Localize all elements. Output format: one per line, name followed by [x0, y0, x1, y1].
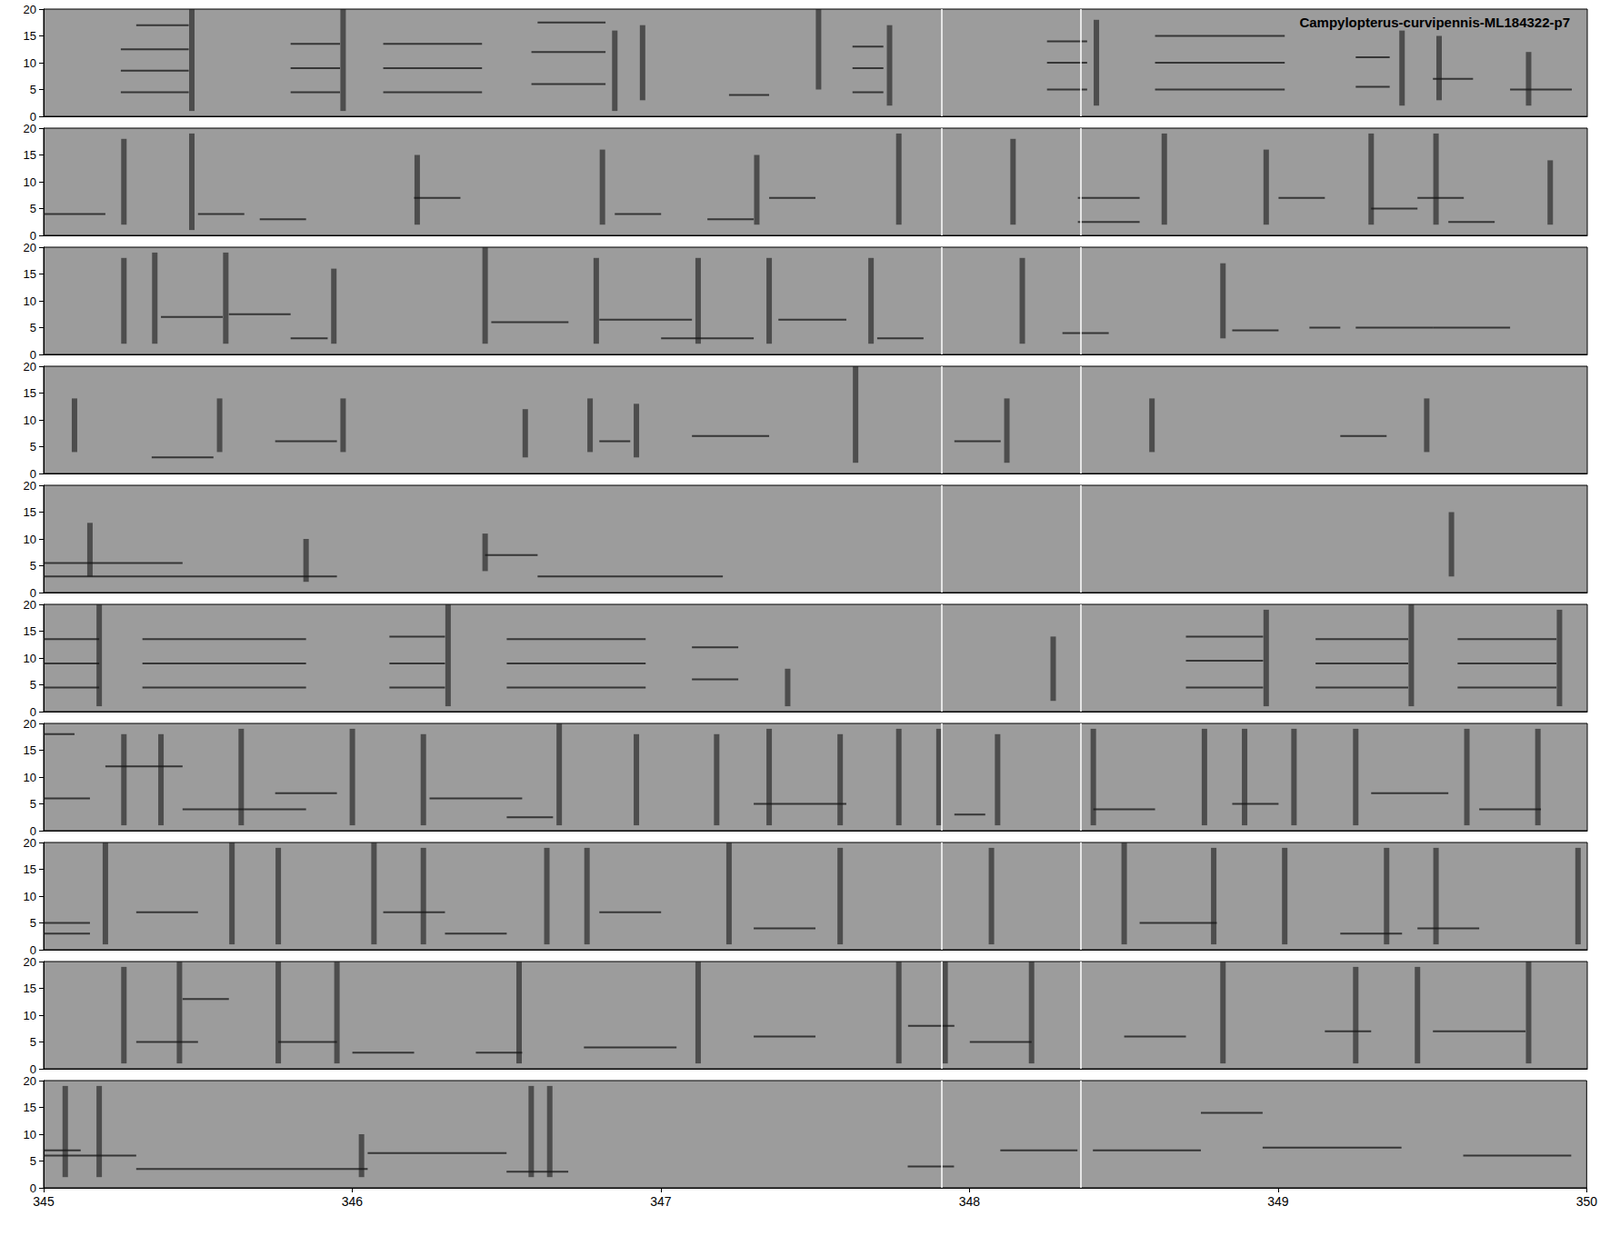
svg-text:0: 0 — [29, 1062, 37, 1076]
svg-text:10: 10 — [23, 1009, 37, 1023]
svg-text:5: 5 — [30, 440, 37, 454]
svg-text:0: 0 — [30, 1181, 37, 1196]
svg-text:5: 5 — [30, 916, 37, 930]
svg-text:15: 15 — [23, 505, 37, 520]
svg-text:0: 0 — [29, 466, 37, 481]
svg-text:Campylopterus-curvipennis-ML18: Campylopterus-curvipennis-ML184322-p7 — [1299, 14, 1570, 30]
svg-text:0: 0 — [29, 347, 37, 362]
svg-text:5: 5 — [30, 320, 37, 335]
svg-text:10: 10 — [23, 651, 37, 666]
svg-text:5: 5 — [30, 559, 37, 573]
svg-text:15: 15 — [23, 267, 37, 281]
svg-text:0: 0 — [29, 824, 37, 838]
svg-text:348: 348 — [959, 1194, 981, 1210]
svg-text:5: 5 — [30, 678, 37, 692]
svg-text:20: 20 — [23, 121, 37, 136]
svg-text:345: 345 — [32, 1194, 55, 1210]
svg-text:5: 5 — [30, 201, 37, 216]
svg-text:10: 10 — [23, 56, 37, 70]
svg-text:20: 20 — [23, 836, 37, 850]
svg-text:20: 20 — [23, 360, 37, 374]
svg-text:15: 15 — [23, 624, 37, 639]
svg-text:0: 0 — [29, 705, 37, 719]
svg-text:10: 10 — [23, 770, 37, 785]
svg-text:5: 5 — [30, 1035, 37, 1050]
svg-text:0: 0 — [29, 585, 37, 600]
svg-text:15: 15 — [23, 1100, 37, 1115]
svg-text:20: 20 — [23, 2, 37, 17]
svg-text:15: 15 — [23, 386, 37, 400]
svg-text:20: 20 — [23, 479, 37, 493]
svg-text:347: 347 — [650, 1194, 672, 1210]
svg-text:0: 0 — [29, 109, 37, 124]
svg-text:350: 350 — [1576, 1194, 1599, 1210]
svg-text:20: 20 — [23, 598, 37, 612]
svg-text:20: 20 — [23, 717, 37, 731]
svg-text:10: 10 — [23, 413, 37, 428]
svg-text:15: 15 — [23, 981, 37, 996]
svg-text:0: 0 — [29, 228, 37, 243]
svg-text:15: 15 — [23, 148, 37, 162]
svg-text:10: 10 — [23, 175, 37, 190]
svg-text:0: 0 — [29, 943, 37, 957]
svg-text:5: 5 — [30, 1154, 37, 1169]
svg-text:10: 10 — [23, 1128, 37, 1142]
svg-text:15: 15 — [23, 743, 37, 758]
svg-text:349: 349 — [1267, 1194, 1290, 1210]
svg-text:20: 20 — [23, 240, 37, 255]
svg-text:5: 5 — [30, 82, 37, 97]
svg-text:20: 20 — [23, 1074, 37, 1089]
svg-text:20: 20 — [23, 955, 37, 970]
svg-text:5: 5 — [30, 797, 37, 811]
svg-text:346: 346 — [341, 1194, 364, 1210]
svg-text:10: 10 — [23, 532, 37, 547]
svg-text:15: 15 — [23, 29, 37, 43]
svg-text:15: 15 — [23, 862, 37, 877]
svg-text:10: 10 — [23, 294, 37, 309]
svg-text:10: 10 — [23, 890, 37, 904]
